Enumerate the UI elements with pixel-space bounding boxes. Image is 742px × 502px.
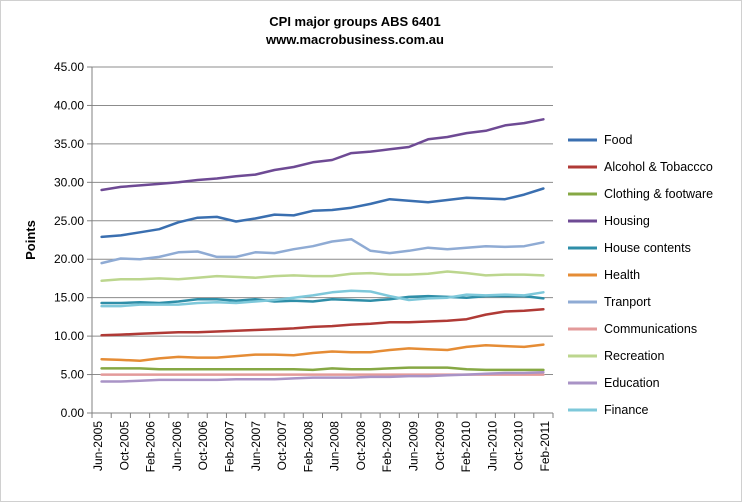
legend-entry: Tranport [604, 295, 651, 309]
series-line [100, 307, 545, 337]
series-lines [100, 118, 545, 383]
x-tick-label: Oct-2008 [354, 421, 368, 471]
x-tick-label: Feb-2007 [222, 421, 236, 473]
y-tick-label: 45.00 [54, 60, 84, 74]
y-axis-label: Points [23, 220, 38, 260]
y-tick-label: 20.00 [54, 252, 84, 266]
legend-entry: Education [604, 376, 660, 390]
x-tick-labels: Jun-2005 Oct-2005 Feb-2006 Jun-2006 Oct-2006… [91, 413, 554, 473]
axes [91, 67, 553, 414]
x-tick-label: Feb-2010 [459, 421, 473, 473]
y-tick-label: 25.00 [54, 214, 84, 228]
legend-entry: Clothing & footware [604, 187, 713, 201]
y-tick-label: 40.00 [54, 98, 84, 112]
legend-entry: Health [604, 268, 640, 282]
x-tick-label: Oct-2005 [117, 421, 131, 471]
x-tick-label: Oct-2007 [275, 421, 289, 471]
y-tick-labels: 0.00 5.00 10.00 15.00 20.00 25.00 30.00 35.00 40… [54, 60, 92, 420]
x-tick-label: Feb-2009 [380, 421, 394, 473]
legend-entry: Finance [604, 403, 649, 417]
series-line [100, 187, 545, 239]
series-line [100, 366, 545, 372]
series-line [100, 289, 545, 308]
legend-entry: Food [604, 133, 633, 147]
x-tick-label: Feb-2011 [538, 421, 552, 472]
legend-entry: Communications [604, 322, 697, 336]
chart-title: CPI major groups ABS 6401 [269, 14, 440, 29]
legend-entry: Recreation [604, 349, 664, 363]
x-tick-label: Jun-2006 [170, 421, 184, 471]
x-tick-label: Jun-2009 [407, 421, 421, 471]
series-line [100, 294, 545, 305]
chart-subtitle: www.macrobusiness.com.au [265, 32, 444, 47]
legend-entry: Housing [604, 214, 650, 228]
y-tick-label: 15.00 [54, 291, 84, 305]
legend-entry: House contents [604, 241, 691, 255]
x-tick-label: Oct-2006 [196, 421, 210, 471]
series-line [100, 237, 545, 265]
x-tick-label: Feb-2008 [301, 421, 315, 473]
series-line [100, 118, 545, 192]
legend: Food Alcohol & Tobaccco Clothing & footwar… [568, 133, 713, 417]
legend-entry: Alcohol & Tobaccco [604, 160, 713, 174]
y-tick-label: 35.00 [54, 137, 84, 151]
x-tick-label: Feb-2006 [144, 421, 158, 473]
x-tick-label: Oct-2009 [433, 421, 447, 471]
x-tick-label: Oct-2010 [512, 421, 526, 471]
series-line [100, 343, 545, 362]
y-tick-label: 5.00 [61, 368, 85, 382]
series-line [100, 370, 545, 383]
x-tick-label: Jun-2008 [328, 421, 342, 471]
x-tick-label: Jun-2005 [91, 421, 105, 471]
y-tick-label: 30.00 [54, 175, 84, 189]
x-tick-label: Jun-2010 [485, 421, 499, 471]
x-tick-label: Jun-2007 [249, 421, 263, 471]
series-line [100, 270, 545, 283]
y-tick-label: 0.00 [61, 406, 85, 420]
y-tick-label: 10.00 [54, 329, 84, 343]
